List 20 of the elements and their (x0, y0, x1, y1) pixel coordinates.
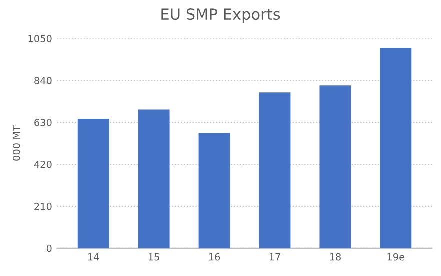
bar (259, 92, 291, 248)
x-tick-label: 18 (330, 253, 341, 261)
y-tick-label: 840 (34, 77, 52, 84)
bar (380, 48, 412, 248)
y-tick-label: 0 (46, 244, 52, 252)
bar (320, 86, 352, 248)
x-tick-label: 17 (270, 254, 280, 261)
y-tick-label: 420 (34, 160, 52, 168)
chart-title: EU SMP Exports (162, 8, 280, 24)
bar (138, 110, 170, 248)
y-tick-label: 630 (34, 119, 52, 126)
x-tick-label: 14 (88, 254, 100, 261)
x-tick-label: 16 (209, 253, 220, 261)
bar (78, 118, 110, 248)
y-tick-label: 1050 (28, 35, 52, 42)
y-axis-title: 000 MT (12, 126, 20, 161)
x-tick-label: 15 (148, 254, 160, 261)
bar (198, 133, 230, 248)
x-tick-label: 19e (388, 253, 405, 261)
y-tick-label: 210 (34, 202, 52, 210)
